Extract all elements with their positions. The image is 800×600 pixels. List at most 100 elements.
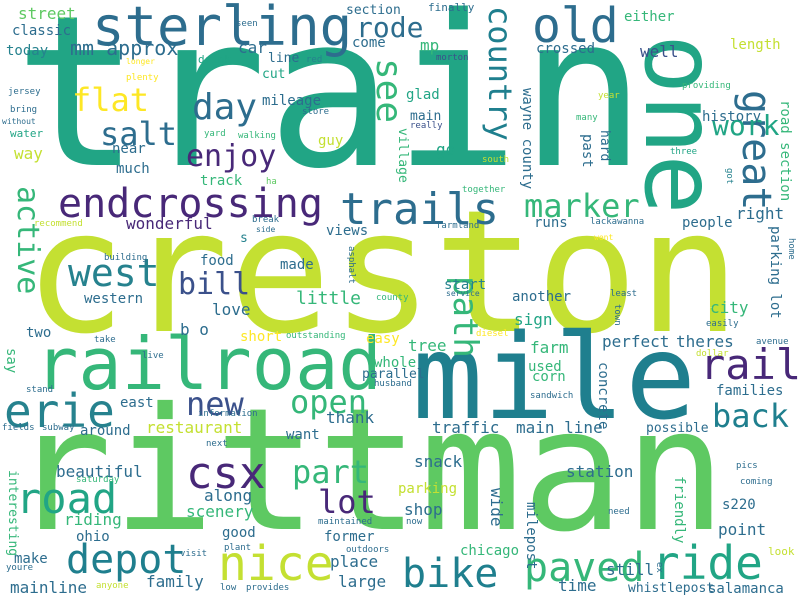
word-town: town [612, 304, 622, 326]
word-runs: runs [534, 215, 568, 231]
word-morton: morton [436, 53, 469, 63]
word-without: without [2, 117, 36, 126]
word-right: right [736, 204, 785, 223]
word-drink: drink [198, 53, 232, 66]
word-seen: seen [236, 19, 258, 29]
word-three: three [670, 147, 698, 157]
word-milepost: milepost [523, 502, 539, 570]
word-diesel: diesel [476, 329, 509, 339]
word-active: active [10, 186, 45, 295]
word-along: along [204, 486, 253, 505]
word-section: section [346, 3, 401, 18]
word-snack: snack [414, 452, 463, 471]
word-old: old [532, 0, 619, 54]
word-glad: glad [406, 87, 440, 103]
word-got: got [724, 168, 734, 185]
word-went: went [594, 233, 614, 242]
word-two: two [26, 325, 52, 341]
word-path: path [445, 276, 485, 358]
word-former: former [324, 529, 375, 545]
word-provides: provides [246, 583, 290, 593]
word-look: look [768, 545, 795, 558]
word-thank: thank [326, 408, 375, 427]
word-freight: freight [706, 306, 711, 307]
word-now: now [406, 517, 423, 527]
word-outdoors: outdoors [346, 545, 390, 555]
word-either: either [624, 9, 675, 25]
word-main-line: main line [516, 418, 603, 437]
word-well: well [640, 42, 679, 61]
word-restaurant: restaurant [146, 418, 243, 437]
word-food: food [200, 253, 234, 269]
word-salamanca: salamanca [708, 581, 784, 597]
word-want: want [286, 427, 320, 443]
word-tree: tree [408, 336, 447, 355]
word-parking-lot: parking lot [767, 226, 783, 319]
word-plant: plant [224, 543, 252, 553]
word-people: people [682, 215, 733, 231]
word-saturday: saturday [76, 475, 120, 485]
word-sign: sign [514, 310, 553, 329]
word-whole: whole [374, 355, 417, 371]
word-country: country [481, 6, 519, 141]
word-love: love [212, 300, 251, 319]
word-enjoy: enjoy [186, 139, 277, 174]
word-cut: cut [262, 67, 286, 82]
word-freight-label: freight [708, 308, 713, 309]
word-crossed: crossed [536, 41, 596, 57]
word-great: great [733, 90, 779, 211]
word-riding: riding [64, 510, 122, 529]
word-open: open [290, 383, 368, 421]
word-asphalt: asphalt [346, 246, 356, 284]
word-little: little [296, 288, 362, 309]
word-friendly: friendly [671, 476, 687, 544]
word-next: next [206, 439, 228, 449]
word-point: point [718, 520, 767, 539]
word-side: side [256, 225, 276, 234]
word-endcrossing: endcrossing [58, 181, 323, 227]
word-go: go [436, 140, 456, 159]
word-outstanding: outstanding [286, 331, 346, 341]
word-east: east [120, 395, 154, 411]
word-fields: fields [2, 423, 35, 433]
word-corn: corn [532, 369, 566, 385]
word-main: main [410, 109, 442, 124]
word-bring: bring [10, 105, 38, 115]
word-plenty: plenty [126, 73, 159, 83]
word-near: near [112, 141, 146, 157]
word-take: take [94, 335, 116, 345]
word-village: village [395, 128, 410, 183]
word-pics: pics [736, 461, 758, 471]
word-railroad: railroad [35, 322, 382, 406]
word-work: work [712, 109, 780, 142]
word-made: made [280, 257, 314, 273]
word-shop: shop [404, 500, 443, 519]
word-red: red [306, 55, 323, 65]
word-road-section: road section [777, 100, 793, 202]
word-least: least [610, 289, 638, 299]
word-beautiful: beautiful [56, 462, 143, 481]
word-sandwich: sandwich [530, 391, 574, 401]
word-see: see [368, 58, 409, 124]
word-depot: depot [66, 537, 187, 583]
word-come: come [352, 35, 386, 51]
word-new: new [186, 385, 244, 423]
word-marker: marker [524, 187, 640, 225]
word-b-o: b o [180, 320, 209, 339]
word-many: many [576, 113, 598, 123]
word-western: western [84, 291, 144, 307]
word-stand: stand [26, 385, 54, 395]
word-ohio: ohio [76, 529, 110, 545]
word-easily: easily [706, 319, 739, 329]
word-say: say [3, 348, 19, 374]
word-salt: salt [100, 115, 178, 153]
word-wonderful: wonderful [126, 214, 213, 233]
word-parking: parking [398, 481, 458, 497]
word-south: south [482, 155, 510, 165]
word-really: really [410, 121, 443, 131]
word-ride: ride [652, 536, 763, 590]
word-mainline: mainline [10, 578, 88, 597]
word-store: store [302, 107, 330, 117]
word-nice: nice [218, 536, 334, 592]
